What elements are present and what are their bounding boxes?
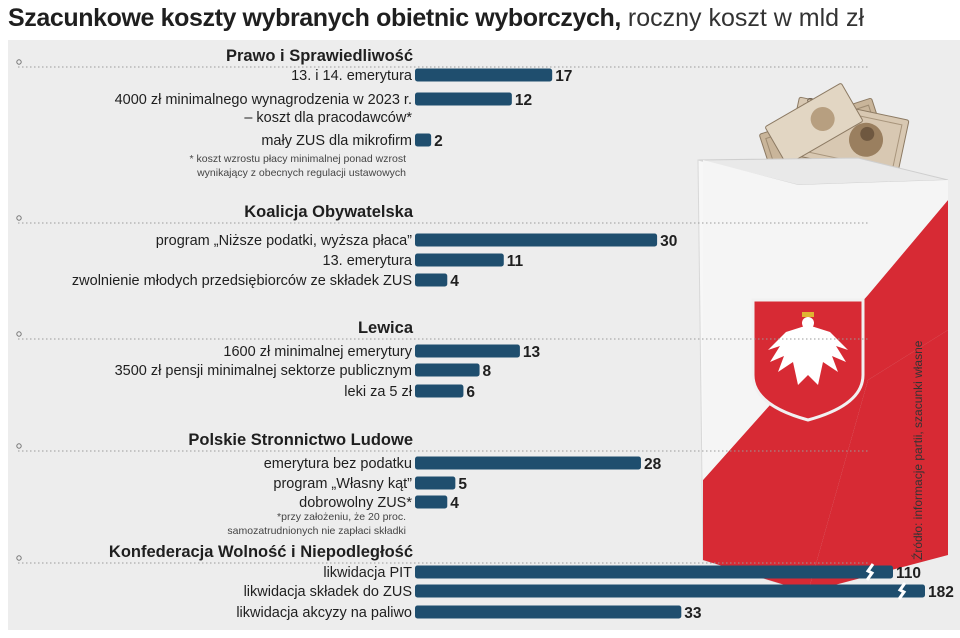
bar-row: likwidacja składek do ZUS 182 (244, 582, 954, 601)
bar-value-label: 6 (466, 384, 475, 401)
bar (415, 344, 520, 358)
chart-title-main: Szacunkowe koszty wybranych obietnic wyb… (8, 4, 621, 32)
bar-label: 13. i 14. emerytura (291, 68, 413, 84)
bar-row: program „Niższe podatki, wyższa płaca” 30 (156, 233, 678, 250)
bar (415, 565, 893, 579)
bar (415, 476, 456, 490)
bar-value-label: 5 (458, 476, 467, 493)
bar-label: mały ZUS dla mikrofirm (261, 133, 412, 149)
bar-value-label: 33 (684, 605, 702, 622)
bar-row: mały ZUS dla mikrofirm 2 (261, 133, 442, 150)
party-name: Lewica (358, 319, 414, 337)
bar-row: 4000 zł minimalnego wynagrodzenia w 2023… (115, 92, 533, 126)
bar (415, 92, 512, 106)
bar-value-label: 4 (450, 495, 459, 512)
bar-label: likwidacja akcyzy na paliwo (236, 605, 412, 621)
pis-footnote-line-2: wynikający z obecnych regulacji ustawowy… (197, 167, 406, 179)
illustration: 200 000 (697, 83, 949, 593)
bar-row: 13. i 14. emerytura 17 (291, 68, 572, 85)
party-name: Polskie Stronnictwo Ludowe (188, 431, 413, 449)
bar (415, 273, 448, 287)
bar-row: likwidacja PIT 110 (323, 563, 921, 582)
bar (415, 384, 464, 398)
bar-label: leki za 5 zł (344, 384, 412, 400)
bar-row: emerytura bez podatku 28 (264, 456, 662, 473)
bar (415, 495, 448, 509)
bar-value-label: 30 (660, 233, 677, 250)
axis-break-icon (865, 563, 875, 581)
bar (415, 233, 658, 247)
bar-label: 13. emerytura (323, 253, 413, 269)
divider-dot-icon (16, 59, 22, 65)
bar-value-label: 11 (507, 253, 524, 270)
bar (415, 133, 432, 147)
bar-value-label: 12 (515, 92, 532, 109)
bar-row: 13. emerytura 11 (323, 253, 524, 270)
divider-dot-icon (16, 555, 22, 561)
bar-value-label: 8 (483, 363, 492, 380)
bar-label: likwidacja składek do ZUS (244, 584, 412, 600)
bar-row: program „Własny kąt” 5 (273, 476, 467, 493)
bar (415, 253, 504, 267)
bar-label: dobrowolny ZUS* (299, 495, 412, 511)
chart-title: Szacunkowe koszty wybranych obietnic wyb… (8, 3, 864, 33)
bar-row: likwidacja akcyzy na paliwo 33 (236, 605, 702, 622)
party-name: Koalicja Obywatelska (244, 203, 414, 221)
group-lewica: Lewica 1600 zł minimalnej emerytury 13 3500… (16, 319, 868, 401)
bar-row: zwolnienie młodych przedsiębiorców ze sk… (72, 273, 459, 290)
bar-label: 1600 zł minimalnej emerytury (223, 344, 412, 360)
bar-value-label: 4 (450, 273, 459, 290)
bar-value-label: 182 (928, 584, 954, 601)
source-note: Źródło: informacje partii, szacunki włas… (911, 340, 925, 560)
divider-dot-icon (16, 215, 22, 221)
bar-value-label: 17 (555, 68, 572, 85)
party-name: Prawo i Sprawiedliwość (226, 47, 413, 65)
pis-footnote-line-1: * koszt wzrostu płacy minimalnej ponad w… (189, 153, 406, 165)
bar-label: 4000 zł minimalnego wynagrodzenia w 2023… (115, 92, 412, 108)
bar-row: 1600 zł minimalnej emerytury 13 (223, 344, 540, 361)
bar-label: zwolnienie młodych przedsiębiorców ze sk… (72, 273, 412, 289)
bar-label: emerytura bez podatku (264, 456, 412, 472)
bar-row: 3500 zł pensji minimalnej sektorze publi… (115, 363, 492, 380)
divider-dot-icon (16, 443, 22, 449)
group-konfederacja-wolno-i-niepodleg-o: Konfederacja Wolność i Niepodległość likw… (16, 543, 954, 622)
bar-value-label: 28 (644, 456, 662, 473)
bar-label: likwidacja PIT (323, 565, 412, 581)
bar (415, 584, 925, 598)
polish-eagle-emblem-icon (751, 298, 865, 422)
chart-groups: Prawo i Sprawiedliwość 13. i 14. emerytur… (16, 47, 954, 622)
bar (415, 68, 553, 82)
bar (415, 363, 480, 377)
bar-value-label: 2 (434, 133, 443, 150)
group-prawo-i-sprawiedliwo: Prawo i Sprawiedliwość 13. i 14. emerytur… (16, 47, 868, 150)
psl-footnote: *przy założeniu, że 20 proc. samozatrudn… (158, 510, 406, 538)
divider-dot-icon (16, 331, 22, 337)
pis-footnote: * koszt wzrostu płacy minimalnej ponad w… (118, 152, 406, 180)
psl-footnote-line-1: *przy założeniu, że 20 proc. (277, 511, 406, 523)
bar-value-label: 13 (523, 344, 541, 361)
axis-break-icon (897, 582, 907, 600)
ballot-box-illustration (697, 157, 949, 593)
bar-label: 3500 zł pensji minimalnej sektorze publi… (115, 363, 412, 379)
bar-label: program „Własny kąt” (273, 476, 412, 492)
bar-row: leki za 5 zł 6 (344, 384, 475, 401)
bar-row: dobrowolny ZUS* 4 (299, 495, 459, 512)
chart-title-unit: roczny koszt w mld zł (627, 4, 865, 32)
chart-panel: 200 000 (8, 40, 960, 630)
chart-svg: 200 000 (16, 47, 954, 622)
bar (415, 605, 682, 619)
bar (415, 456, 641, 470)
bar-value-label: 110 (896, 565, 921, 582)
party-name: Konfederacja Wolność i Niepodległość (109, 543, 413, 561)
group-koalicja-obywatelska: Koalicja Obywatelska program „Niższe poda… (16, 203, 868, 290)
bar-label-line-2: – koszt dla pracodawców* (244, 110, 412, 126)
group-polskie-stronnictwo-ludowe: Polskie Stronnictwo Ludowe emerytura bez … (16, 431, 868, 512)
bar-label: program „Niższe podatki, wyższa płaca” (156, 233, 412, 249)
psl-footnote-line-2: samozatrudnionych nie zapłaci składki (227, 525, 406, 537)
